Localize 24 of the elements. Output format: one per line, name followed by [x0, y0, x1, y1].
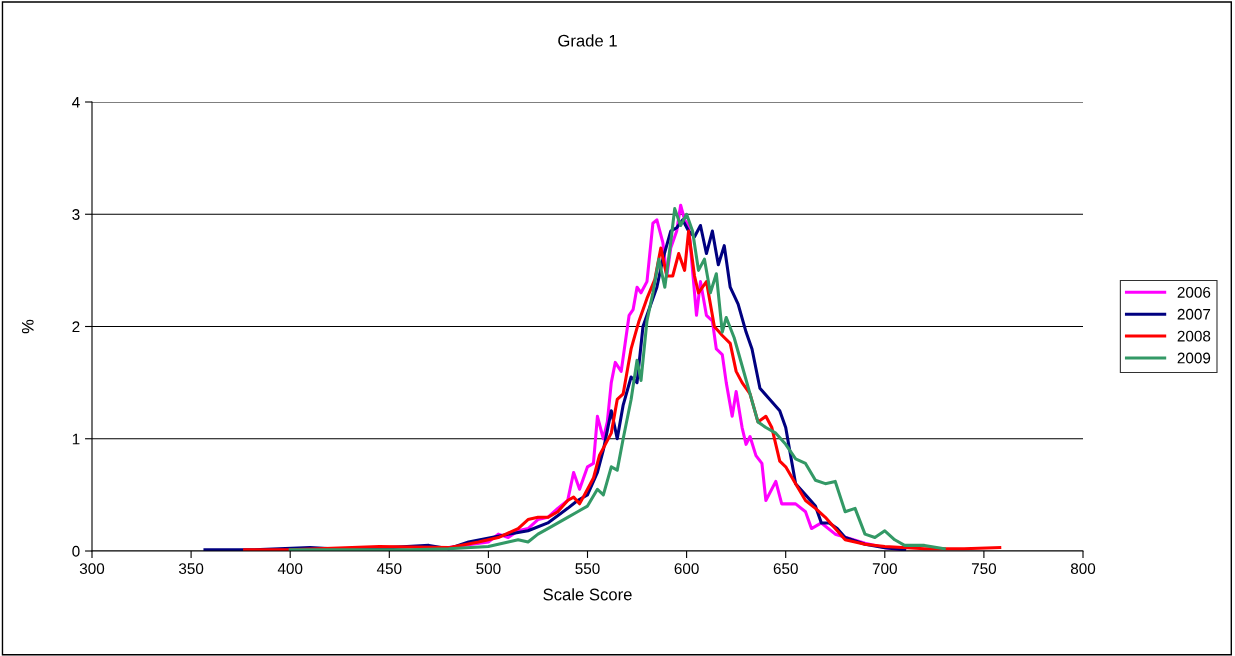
x-tick-label: 550 [575, 563, 600, 575]
y-axis-title: % [21, 319, 34, 334]
legend-label: 2007 [1177, 308, 1211, 320]
x-tick-label: 700 [872, 563, 897, 575]
line-series [288, 207, 946, 551]
legend-label: 2008 [1177, 330, 1211, 342]
x-tick-label: 800 [1070, 563, 1096, 575]
legend-label: 2009 [1177, 352, 1211, 364]
chart-title: Grade 1 [558, 34, 617, 47]
y-tick-label: 3 [72, 209, 80, 220]
y-tick-label: 0 [72, 545, 80, 557]
x-axis-title: Scale Score [543, 588, 632, 601]
x-tick-label: 400 [277, 563, 303, 575]
x-tick-label: 600 [674, 563, 699, 575]
x-tick-label: 300 [79, 563, 105, 575]
y-tick-label: 4 [72, 97, 80, 108]
y-tick-label: 2 [72, 321, 80, 333]
x-tick-label: 350 [178, 563, 204, 575]
y-tick-label: 1 [72, 433, 80, 445]
x-tick-label: 450 [376, 563, 402, 575]
x-tick-label: 750 [971, 563, 997, 575]
legend-label: 2006 [1177, 286, 1211, 298]
x-tick-label: 650 [773, 563, 798, 575]
x-tick-label: 500 [476, 563, 501, 575]
